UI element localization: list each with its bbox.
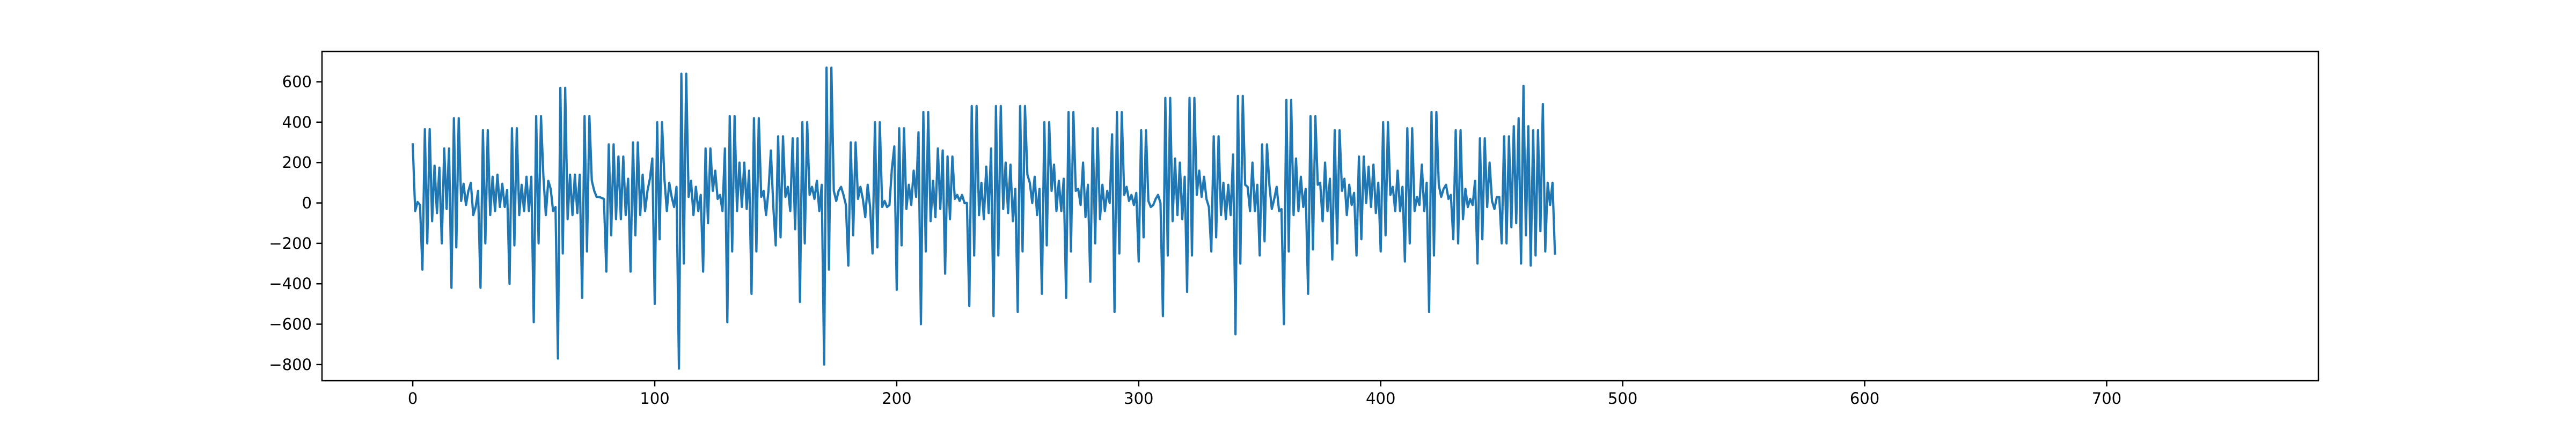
y-tick-label: 200 bbox=[282, 153, 312, 172]
axes-frame bbox=[321, 50, 2319, 382]
x-tick-label: 600 bbox=[1850, 389, 1879, 408]
y-tick-label: 400 bbox=[282, 113, 312, 131]
y-tick-label: −800 bbox=[269, 356, 312, 374]
series-line-0 bbox=[411, 66, 1556, 370]
plot-area bbox=[411, 66, 1556, 370]
x-tick-label: 0 bbox=[408, 389, 418, 408]
x-tick-label: 100 bbox=[640, 389, 669, 408]
x-tick-label: 300 bbox=[1124, 389, 1153, 408]
x-tick-label: 500 bbox=[1608, 389, 1637, 408]
axes: 0 100 200 300 400 500 600 700 −800 −600 −400 −200 0 2… bbox=[269, 50, 2319, 408]
x-tick-label: 700 bbox=[2092, 389, 2121, 408]
x-tick-label: 200 bbox=[882, 389, 911, 408]
y-tick-label: 600 bbox=[282, 73, 312, 91]
y-tick-label: 0 bbox=[302, 194, 312, 212]
y-tick-label: −200 bbox=[269, 234, 312, 253]
x-tick-label: 400 bbox=[1366, 389, 1395, 408]
y-tick-label: −600 bbox=[269, 315, 312, 334]
y-tick-label: −400 bbox=[269, 275, 312, 293]
